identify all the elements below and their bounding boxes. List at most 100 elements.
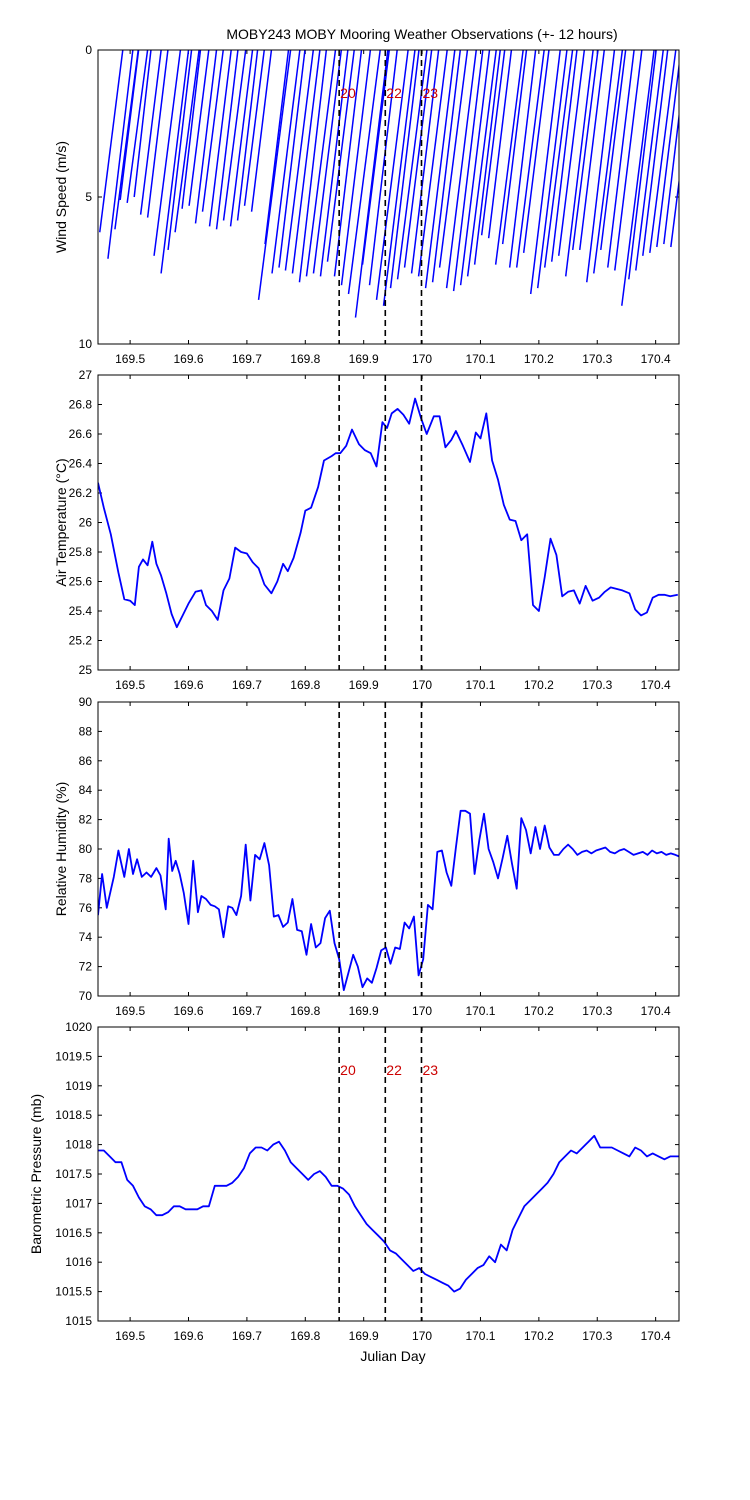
wind-stick	[153, 50, 182, 256]
wind-stick	[445, 50, 478, 289]
wind-stick	[333, 50, 363, 277]
wind-stick	[340, 50, 372, 286]
wind-stick	[243, 50, 265, 206]
y-axis-label: Air Temperature (°C)	[53, 458, 69, 586]
y-tick-label: 25.4	[69, 604, 93, 618]
event-marker-label: 20	[340, 85, 356, 101]
y-axis-label: Barometric Pressure (mb)	[28, 1094, 44, 1254]
x-tick-label: 169.9	[349, 1004, 379, 1018]
x-tick-label: 169.8	[290, 352, 320, 366]
wind-stick	[236, 50, 259, 221]
wind-stick	[473, 50, 501, 265]
wind-stick	[621, 50, 655, 306]
y-tick-label: 90	[79, 695, 93, 709]
x-tick-label: 170.2	[524, 1329, 554, 1343]
event-marker-label: 22	[386, 85, 402, 101]
event-marker-label: 23	[422, 1062, 438, 1078]
x-tick-label: 169.6	[173, 352, 203, 366]
series-group	[98, 397, 678, 629]
x-tick-label: 169.9	[349, 1329, 379, 1343]
y-tick-label: 1017	[65, 1196, 92, 1210]
wind-stick	[557, 50, 586, 256]
x-tick-label: 170	[412, 1329, 432, 1343]
y-tick-label: 26.2	[69, 486, 93, 500]
x-tick-label: 170.2	[524, 678, 554, 692]
y-tick-label: 25	[79, 663, 93, 677]
series-group	[98, 1134, 679, 1293]
x-tick-label: 170	[412, 352, 432, 366]
x-tick-label: 170.4	[641, 1329, 671, 1343]
wind-stick	[515, 50, 545, 268]
y-tick-label: 1015	[65, 1314, 92, 1328]
wind-stick	[208, 50, 232, 227]
wind-stick	[642, 50, 669, 256]
wind-stick	[139, 50, 162, 215]
y-tick-label: 1015.5	[55, 1285, 92, 1299]
wind-stick	[466, 50, 497, 277]
wind-stick	[536, 50, 568, 289]
wind-stick	[600, 50, 627, 251]
wind-stick	[126, 50, 149, 203]
wind-stick	[585, 50, 616, 283]
wind-stick	[607, 50, 635, 268]
series-group	[99, 50, 679, 318]
y-tick-label: 27	[79, 368, 93, 382]
wind-stick	[578, 50, 606, 251]
wind-stick	[284, 50, 315, 271]
y-tick-label: 25.2	[69, 634, 93, 648]
wind-stick	[99, 50, 124, 233]
y-tick-label: 76	[79, 901, 93, 915]
y-axis-label: Wind Speed (m/s)	[53, 141, 69, 253]
x-tick-label: 169.8	[290, 1004, 320, 1018]
x-tick-label: 170.4	[641, 1004, 671, 1018]
x-tick-label: 169.7	[232, 1329, 262, 1343]
wind-stick	[508, 50, 537, 268]
y-tick-label: 10	[79, 337, 93, 351]
wind-stick	[160, 50, 190, 274]
x-tick-label: 170.3	[582, 678, 612, 692]
x-tick-label: 169.9	[349, 352, 379, 366]
wind-stick	[480, 50, 506, 236]
wind-stick	[107, 50, 134, 259]
wind-stick	[222, 50, 247, 221]
wind-stick	[614, 50, 643, 271]
y-tick-label: 84	[79, 783, 93, 797]
y-tick-label: 74	[79, 930, 93, 944]
y-tick-label: 70	[79, 989, 93, 1003]
plot-frame	[97, 701, 680, 997]
plot-frame	[97, 49, 680, 345]
x-tick-label: 169.9	[349, 678, 379, 692]
wind-stick	[635, 50, 664, 271]
y-tick-label: 80	[79, 842, 93, 856]
wind-stick	[452, 50, 484, 292]
wind-stick	[291, 50, 321, 274]
wind-stick	[501, 50, 528, 245]
y-tick-label: 82	[79, 813, 93, 827]
wind-stick	[670, 176, 679, 248]
y-tick-label: 1016.5	[55, 1226, 92, 1240]
wind-stick	[494, 50, 524, 265]
wind-stick	[571, 50, 599, 251]
y-tick-label: 1019.5	[55, 1049, 92, 1063]
wind-stick	[264, 50, 290, 245]
wind-stick	[375, 50, 409, 300]
wind-stick	[656, 60, 679, 248]
wind-stick	[403, 50, 433, 268]
wind-stick	[181, 50, 202, 209]
wind-stick	[438, 50, 469, 268]
figure-title: MOBY243 MOBY Mooring Weather Observation…	[226, 26, 617, 42]
plot-frame	[97, 374, 680, 671]
plot-frame	[97, 1026, 680, 1322]
y-tick-label: 1020	[65, 1020, 92, 1034]
wind-stick	[133, 50, 152, 198]
wind-stick	[649, 50, 677, 253]
x-tick-label: 169.5	[115, 1329, 145, 1343]
y-tick-label: 5	[85, 190, 92, 204]
wind-stick	[278, 50, 306, 268]
wind-stick	[564, 50, 594, 277]
y-tick-label: 1017.5	[55, 1167, 92, 1181]
wind-stick	[271, 50, 301, 274]
x-tick-label: 170	[412, 1004, 432, 1018]
wind-stick	[382, 50, 416, 306]
